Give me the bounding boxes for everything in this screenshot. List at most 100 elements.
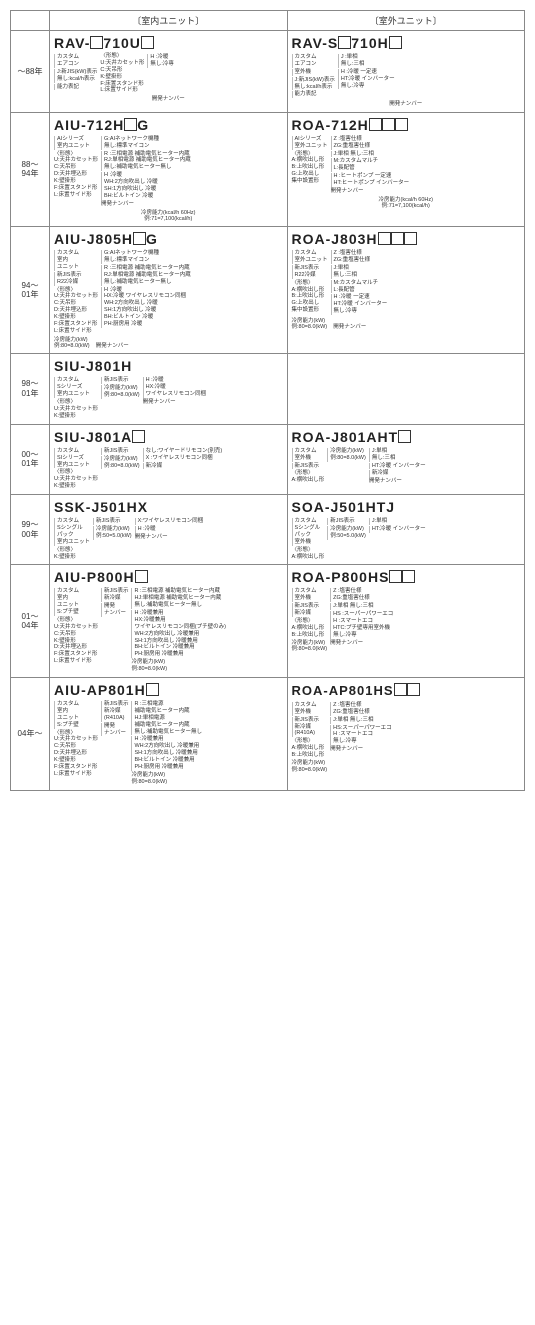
txt: HT:冷暖 インバーター: [372, 463, 426, 470]
txt: 新冷媒: [104, 708, 128, 715]
cell-indoor-5: SSK-J501HX カスタムSシングルパック室内ユニット 〈形態〉 K:壁掛形…: [50, 495, 288, 564]
model-code: ROA-712H: [292, 117, 521, 133]
txt: 無し:補助電気ヒーター無し: [104, 279, 191, 286]
txt: 新JIS表示: [330, 518, 366, 525]
txt: 集中設置形: [292, 178, 328, 185]
row-1: 88～ 94年 AIU-712HG AIシリーズ室内ユニット 〈形態〉 U:天井…: [11, 113, 524, 227]
model-code: AIU-P800H: [54, 569, 283, 585]
txt: J:単相 無し:三相: [333, 717, 392, 724]
txt: R22冷媒: [295, 272, 328, 279]
txt: 新冷媒: [295, 610, 328, 617]
cell-indoor-3: SIU-J801H カスタムSシリーズ室内ユニット 〈形態〉 U:天井カセット形…: [50, 354, 288, 423]
txt: Z :塩害仕様: [333, 702, 392, 709]
txt: 例:80=8.0(kW): [104, 463, 140, 470]
model-code: SIU-J801H: [54, 358, 283, 374]
txt: 例:71=7,100(kcal/h): [144, 216, 192, 222]
txt: H :冷暖兼用: [134, 610, 226, 617]
txt: ZG:重塩害仕様: [333, 709, 392, 716]
cell-outdoor-7: ROA-AP801HS カスタム室外機 新JIS表示新冷媒(R410A) 〈形態…: [288, 678, 525, 790]
txt: 新JIS表示: [96, 518, 132, 525]
txt: 開発ナンバー: [292, 101, 521, 107]
txt: カスタム: [57, 448, 98, 455]
header-row: 〔室内ユニット〕 〔室外ユニット〕: [11, 11, 524, 31]
txt: 開発ナンバー: [143, 399, 206, 406]
txt: SIシリーズ: [57, 455, 98, 462]
txt: A:横吹出し形: [292, 745, 328, 752]
row-3: 98～ 01年 SIU-J801H カスタムSシリーズ室内ユニット 〈形態〉 U…: [11, 354, 524, 424]
txt: 室外機: [295, 709, 328, 716]
txt: L:床置サイド形: [54, 771, 98, 778]
txt: 冷房能力(kW): [292, 760, 328, 767]
model-code: SIU-J801A: [54, 429, 283, 445]
txt: (R410A): [104, 715, 128, 722]
txt: H :冷暖: [150, 54, 174, 61]
txt: PH:厨房用 冷暖兼用: [134, 764, 202, 771]
cell-outdoor-2: ROA-J803H カスタム室外ユニット 新JIS表示R22冷媒 〈形態〉 A:…: [288, 227, 525, 353]
year-label: 88～ 94年: [11, 113, 50, 226]
txt: パック: [295, 532, 325, 539]
txt: 新JIS表示: [57, 272, 98, 279]
txt: R22冷媒: [57, 279, 98, 286]
txt: 例:80=8.0(kW): [292, 324, 328, 330]
txt: R :三相電源: [134, 701, 202, 708]
txt: カスタム: [295, 518, 325, 525]
txt: 冷房能力(kW): [104, 456, 140, 463]
txt: 無し:三相: [372, 455, 426, 462]
txt: B:上吹出し形: [292, 632, 328, 639]
txt: K:壁掛形: [54, 314, 98, 321]
txt: 冷房能力(kW): [330, 526, 366, 533]
txt: H :ヒートポンプ 一定速: [334, 173, 410, 180]
txt: 能力表記: [295, 91, 335, 98]
txt: 〈形態〉: [292, 280, 328, 287]
txt: 例:71=7,100(kcal/h): [382, 203, 430, 209]
txt: 無し:kcal/h表示: [57, 76, 97, 83]
txt: X :ワイヤレスリモコン同梱: [146, 455, 223, 462]
txt: A:横吹出し形: [292, 554, 325, 561]
txt: 開発ナンバー: [333, 324, 366, 330]
year-label: 98～ 01年: [11, 354, 50, 423]
cell-outdoor-5: SOA-J501HTJ カスタムSシングルパック室外機 〈形態〉 A:横吹出し形…: [288, 495, 525, 564]
txt: 例:80=8.0(kW): [54, 343, 90, 349]
model-code: ROA-P800HS: [292, 569, 521, 585]
txt: 無し:標準マイコン: [104, 257, 191, 264]
txt: カスタム: [295, 54, 335, 61]
txt: 室外機: [295, 539, 325, 546]
txt: 開発ナンバー: [330, 640, 393, 647]
txt: M:カスタムマルチ: [334, 280, 388, 287]
txt: HS :スーパーパワーエコ: [333, 611, 393, 618]
model-code: ROA-J801AHT: [292, 429, 521, 445]
cell-indoor-4: SIU-J801A カスタムSIシリーズ室内ユニット 〈形態〉 U:天井カセット…: [50, 425, 288, 494]
txt: L:床置サイド形: [54, 192, 98, 199]
cell-outdoor-1: ROA-712H AIシリーズ室外ユニット 〈形態〉 A:横吹出し形 B:上吹出…: [288, 113, 525, 226]
row-6: 01～ 04年 AIU-P800H カスタム室内ユニットS:プチ壁 〈形態〉 U…: [11, 565, 524, 678]
txt: R :三相電源 補助電気ヒーター内蔵: [104, 265, 191, 272]
txt: 開発: [104, 723, 128, 730]
txt: なし:ワイヤードリモコン(別売): [146, 448, 223, 455]
txt: 室外機: [295, 595, 328, 602]
txt: 無し:補助電気ヒーター無し: [134, 602, 226, 609]
txt: エアコン: [57, 61, 97, 68]
year-label: 01～ 04年: [11, 565, 50, 677]
txt: L:長配管: [334, 165, 410, 172]
txt: 室内ユニット: [57, 391, 98, 398]
year-label: ～88年: [11, 31, 50, 112]
cell-indoor-6: AIU-P800H カスタム室内ユニットS:プチ壁 〈形態〉 U:天井カセット形…: [50, 565, 288, 677]
txt: 室内: [57, 257, 98, 264]
txt: J:新JIS(kW)表示: [295, 77, 335, 84]
txt: K:壁掛形: [54, 554, 90, 561]
txt: PH:厨房用 冷暖兼用: [134, 651, 226, 658]
model-code: RAV-S710H: [292, 35, 521, 51]
txt: PH:厨房用 冷暖: [104, 321, 191, 328]
txt: 冷房能力(kW): [131, 772, 202, 779]
txt: F:床置スタンド形: [54, 185, 98, 192]
txt: 例:50=5.0(kW): [330, 533, 366, 540]
txt: (R410A): [295, 730, 328, 737]
txt: パック: [57, 532, 90, 539]
year-label: 94～ 01年: [11, 227, 50, 353]
txt: L:床置サイド形: [100, 87, 144, 94]
txt: 〈形態〉: [292, 547, 325, 554]
cell-outdoor-3-empty: [288, 354, 525, 423]
txt: ナンバー: [104, 730, 128, 737]
txt: X:ワイヤレスリモコン同梱: [138, 518, 204, 525]
txt: L:長配管: [334, 287, 388, 294]
